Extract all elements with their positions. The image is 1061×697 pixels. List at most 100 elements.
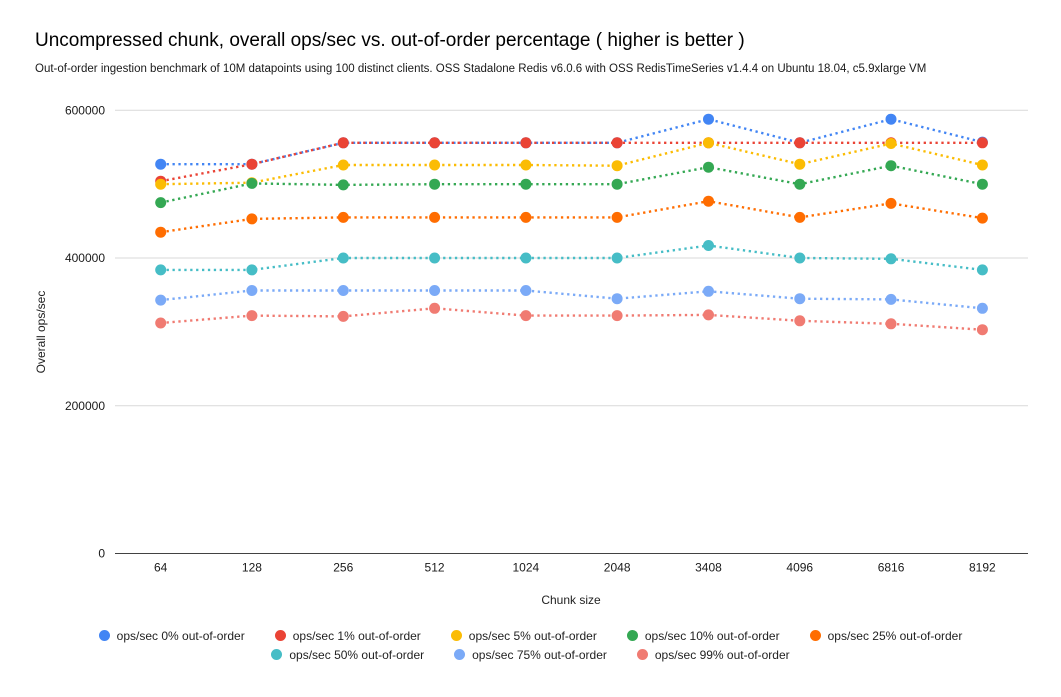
legend-swatch-icon [636, 649, 648, 660]
legend-swatch-icon [271, 649, 283, 660]
data-point [246, 158, 258, 170]
data-point [520, 310, 532, 322]
data-point [337, 159, 349, 171]
data-point [520, 159, 532, 171]
data-point [794, 293, 806, 305]
data-point [703, 195, 714, 207]
data-point [976, 302, 988, 314]
x-tick-label: 128 [242, 561, 262, 575]
data-point [703, 161, 714, 173]
y-tick-label: 0 [98, 547, 105, 561]
data-point [976, 324, 988, 336]
data-point [520, 211, 532, 223]
legend-row: ops/sec 0% out-of-order ops/sec 1% out-of… [98, 628, 963, 643]
legend-item: ops/sec 25% out-of-order [809, 628, 963, 643]
data-point [794, 178, 806, 190]
y-axis-title: Overall ops/sec [34, 290, 48, 374]
data-point [976, 159, 988, 171]
chart-title: Uncompressed chunk, overall ops/sec vs. … [35, 30, 745, 51]
data-point [246, 310, 258, 322]
data-point [337, 211, 349, 223]
data-point [337, 310, 349, 322]
data-point [155, 158, 167, 170]
x-tick-label: 6816 [878, 561, 905, 575]
series-line [160, 199, 983, 234]
legend-swatch-icon [454, 649, 466, 660]
legend-label: ops/sec 10% out-of-order [644, 628, 780, 643]
data-point [246, 285, 258, 296]
data-point [337, 285, 349, 296]
data-point [155, 317, 167, 329]
legend-row: ops/sec 50% out-of-order ops/sec 75% out-… [271, 647, 790, 662]
data-point [885, 197, 897, 209]
data-point [885, 160, 897, 172]
legend-swatch-icon [809, 630, 821, 641]
data-point [429, 137, 441, 149]
legend-label: ops/sec 5% out-of-order [468, 628, 597, 643]
legend-label: ops/sec 50% out-of-order [289, 647, 425, 662]
data-point [611, 252, 623, 264]
series-line [160, 141, 983, 186]
data-point [520, 137, 532, 149]
legend-swatch-icon [626, 630, 638, 641]
legend-item: ops/sec 0% out-of-order [98, 628, 245, 643]
data-point [794, 211, 806, 223]
series-line [160, 141, 983, 183]
legend-label: ops/sec 25% out-of-order [827, 628, 963, 643]
data-point [429, 159, 441, 171]
legend-label: ops/sec 75% out-of-order [472, 647, 607, 662]
data-point [794, 252, 806, 264]
data-point [429, 285, 441, 296]
y-tick-label: 200000 [65, 399, 105, 413]
data-point [794, 315, 806, 327]
data-point [337, 252, 349, 264]
data-point [337, 137, 349, 149]
y-tick-label: 400000 [65, 251, 105, 265]
x-tick-label: 1024 [512, 561, 539, 575]
data-point [885, 253, 897, 265]
data-point [611, 137, 623, 149]
data-point [520, 285, 532, 296]
data-point [976, 212, 988, 224]
data-point [155, 197, 167, 209]
chart-subtitle: Out-of-order ingestion benchmark of 10M … [35, 63, 927, 75]
x-tick-label: 8192 [969, 561, 996, 575]
x-tick-label: 4096 [786, 561, 813, 575]
data-point [703, 309, 714, 321]
data-point [976, 137, 988, 149]
series-line [160, 307, 983, 331]
x-tick-label: 256 [333, 561, 353, 575]
legend-swatch-icon [450, 630, 462, 641]
legend-item: ops/sec 50% out-of-order [271, 647, 424, 662]
data-point [520, 252, 532, 264]
data-point [703, 285, 714, 297]
data-point [976, 178, 988, 190]
data-point [429, 178, 441, 190]
data-point [155, 294, 167, 306]
data-point [246, 213, 258, 225]
data-point [611, 160, 623, 172]
x-tick-label: 64 [154, 561, 168, 575]
legend-item: ops/sec 1% out-of-order [274, 628, 421, 643]
data-point [703, 240, 714, 251]
x-tick-label: 512 [425, 561, 445, 575]
data-point [703, 137, 714, 149]
series-line [160, 164, 983, 204]
series-line [160, 244, 983, 272]
data-point [155, 226, 167, 238]
data-point [611, 211, 623, 223]
data-point [429, 252, 441, 264]
data-point [885, 138, 897, 149]
y-tick-label: 600000 [65, 103, 105, 117]
legend-swatch-icon [274, 630, 286, 641]
data-point [337, 179, 349, 191]
legend-label: ops/sec 1% out-of-order [292, 628, 421, 643]
data-point [976, 264, 988, 276]
data-point [155, 178, 167, 190]
x-tick-label: 3408 [695, 561, 722, 575]
legend-item: ops/sec 10% out-of-order [626, 628, 780, 643]
data-point [155, 264, 167, 276]
series-line [160, 289, 983, 310]
